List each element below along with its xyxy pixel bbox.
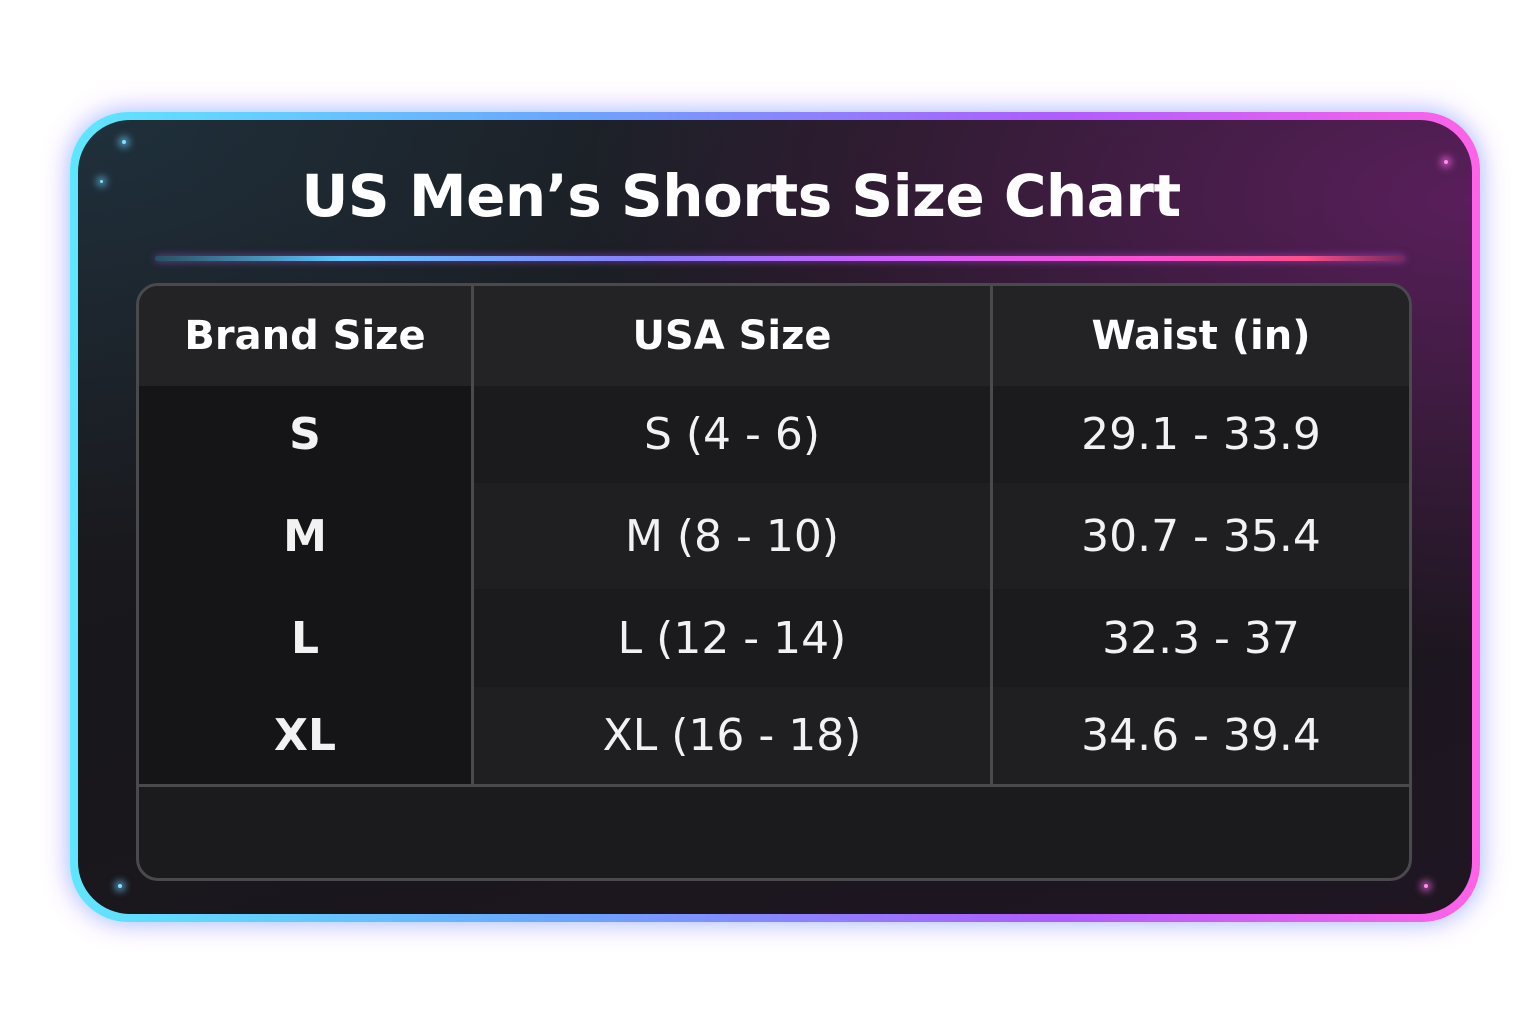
table-row: M M (8 - 10) 30.7 - 35.4 bbox=[139, 483, 1409, 592]
size-table: Brand Size USA Size Waist (in) S S (4 - … bbox=[136, 283, 1412, 881]
sparkle-icon bbox=[1444, 160, 1448, 164]
waist-cell: 30.7 - 35.4 bbox=[990, 483, 1409, 589]
usa-size-cell: XL (16 - 18) bbox=[471, 687, 990, 784]
usa-size-cell: M (8 - 10) bbox=[471, 483, 990, 589]
brand-size-cell: S bbox=[139, 386, 471, 483]
usa-size-cell: L (12 - 14) bbox=[471, 589, 990, 687]
sparkle-icon bbox=[118, 884, 122, 888]
table-header-row: Brand Size USA Size Waist (in) bbox=[139, 286, 1409, 389]
table-row: S S (4 - 6) 29.1 - 33.9 bbox=[139, 386, 1409, 486]
header-waist: Waist (in) bbox=[990, 286, 1409, 386]
sparkle-icon bbox=[122, 140, 126, 144]
title-divider bbox=[155, 256, 1405, 261]
brand-size-cell: L bbox=[139, 589, 471, 687]
header-brand-size: Brand Size bbox=[184, 313, 426, 359]
sparkle-icon bbox=[100, 180, 103, 183]
sparkle-icon bbox=[1424, 884, 1428, 888]
table-row: XL XL (16 - 18) 34.6 - 39.4 bbox=[139, 687, 1409, 787]
brand-size-cell: M bbox=[139, 483, 471, 589]
waist-cell: 32.3 - 37 bbox=[990, 589, 1409, 687]
page-title: US Men’s Shorts Size Chart bbox=[301, 162, 1181, 230]
waist-cell: 34.6 - 39.4 bbox=[990, 687, 1409, 784]
waist-cell: 29.1 - 33.9 bbox=[990, 386, 1409, 483]
brand-size-cell: XL bbox=[139, 687, 471, 784]
usa-size-cell: S (4 - 6) bbox=[471, 386, 990, 483]
header-usa-size: USA Size bbox=[471, 286, 990, 386]
table-row: L L (12 - 14) 32.3 - 37 bbox=[139, 589, 1409, 690]
